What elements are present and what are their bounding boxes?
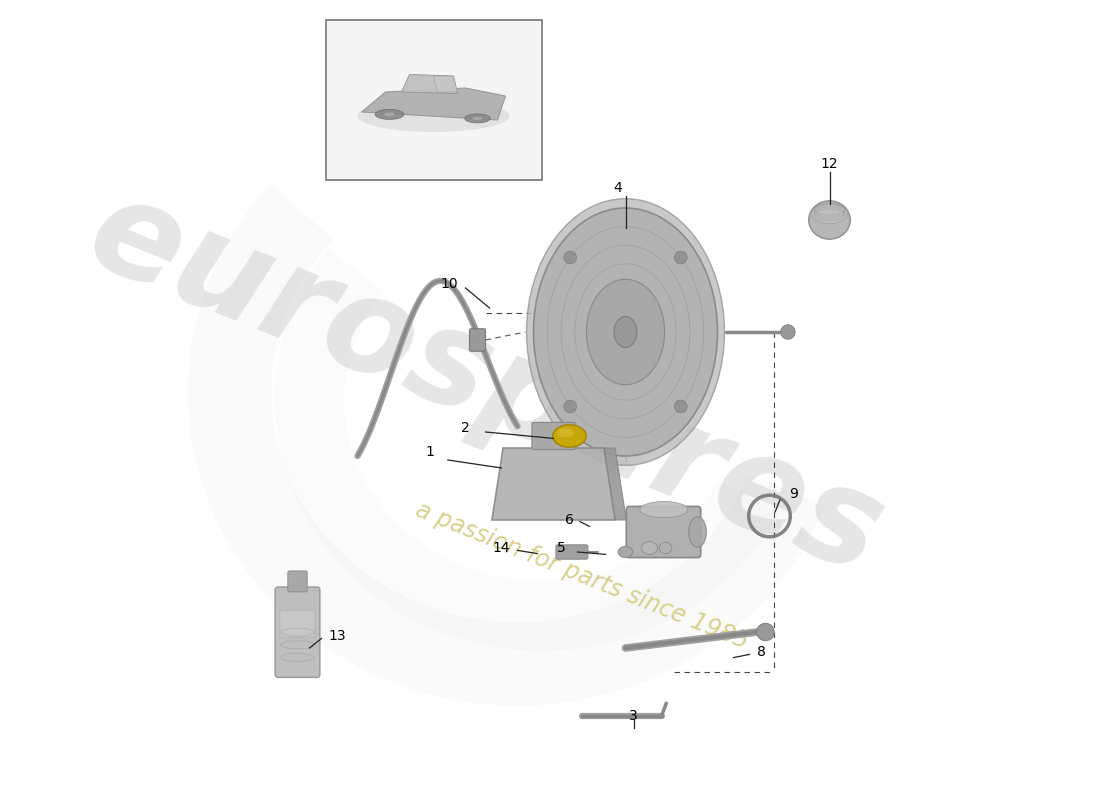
- Circle shape: [757, 623, 774, 641]
- Ellipse shape: [618, 546, 632, 558]
- Ellipse shape: [689, 517, 706, 547]
- FancyBboxPatch shape: [556, 545, 587, 559]
- Ellipse shape: [534, 208, 717, 456]
- FancyBboxPatch shape: [626, 506, 701, 558]
- Ellipse shape: [558, 428, 573, 438]
- Circle shape: [674, 251, 688, 264]
- Circle shape: [674, 400, 688, 413]
- Ellipse shape: [552, 425, 586, 447]
- FancyBboxPatch shape: [275, 587, 320, 678]
- Text: 3: 3: [629, 709, 638, 723]
- Text: 2: 2: [461, 421, 470, 435]
- Ellipse shape: [358, 100, 509, 132]
- FancyBboxPatch shape: [470, 329, 485, 351]
- Ellipse shape: [375, 110, 404, 119]
- Ellipse shape: [472, 117, 483, 120]
- FancyBboxPatch shape: [532, 422, 575, 450]
- Ellipse shape: [640, 502, 688, 518]
- Ellipse shape: [384, 112, 395, 117]
- Ellipse shape: [641, 542, 658, 554]
- Ellipse shape: [464, 114, 491, 123]
- FancyBboxPatch shape: [279, 610, 315, 637]
- Text: 8: 8: [757, 645, 766, 659]
- Polygon shape: [492, 448, 615, 520]
- Text: 13: 13: [329, 629, 346, 643]
- Text: a passion for parts since 1985: a passion for parts since 1985: [411, 498, 751, 654]
- Polygon shape: [604, 448, 626, 520]
- FancyBboxPatch shape: [326, 20, 541, 180]
- Polygon shape: [433, 76, 458, 92]
- Text: 12: 12: [821, 157, 838, 171]
- Circle shape: [564, 400, 576, 413]
- Ellipse shape: [614, 317, 637, 347]
- Text: 14: 14: [493, 541, 510, 555]
- Polygon shape: [362, 88, 506, 120]
- Text: 4: 4: [613, 181, 621, 195]
- Text: 6: 6: [565, 513, 574, 527]
- Text: 9: 9: [789, 486, 797, 501]
- FancyBboxPatch shape: [288, 571, 307, 592]
- Ellipse shape: [812, 204, 847, 223]
- Text: 10: 10: [441, 277, 459, 291]
- Text: 5: 5: [557, 541, 565, 555]
- Text: 1: 1: [425, 445, 433, 459]
- Circle shape: [781, 325, 795, 339]
- Polygon shape: [402, 74, 458, 94]
- Circle shape: [564, 251, 576, 264]
- Text: eurospares: eurospares: [70, 166, 901, 602]
- Ellipse shape: [586, 279, 664, 385]
- Ellipse shape: [659, 542, 672, 554]
- Ellipse shape: [527, 198, 725, 466]
- Ellipse shape: [808, 201, 850, 239]
